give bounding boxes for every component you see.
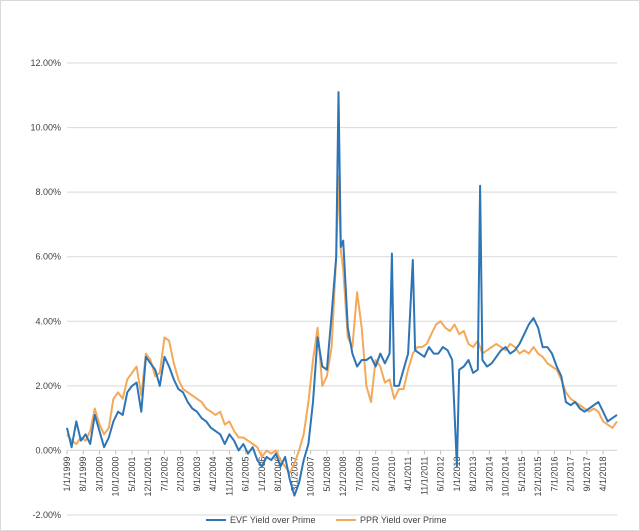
y-tick-label: 8.00% — [35, 187, 61, 197]
x-tick-label: 7/1/2016 — [549, 456, 559, 491]
y-tick-label: 0.00% — [35, 445, 61, 455]
x-tick-label: 3/1/2007 — [289, 456, 299, 491]
x-tick-label: 8/1/2013 — [468, 456, 478, 491]
x-tick-label: 10/1/2014 — [501, 456, 511, 496]
y-tick-label: 6.00% — [35, 252, 61, 262]
x-tick-label: 4/1/2004 — [208, 456, 218, 491]
y-axis-tick-labels: -2.00% 0.00% 2.00% 4.00% 6.00% 8.00% 10.00% 12.… — [30, 58, 61, 520]
series-line — [66, 175, 618, 474]
y-tick-label: 4.00% — [35, 316, 61, 326]
y-tick-label: 2.00% — [35, 381, 61, 391]
x-tick-label: 2/1/2017 — [566, 456, 576, 491]
y-tick-label: 12.00% — [30, 58, 61, 68]
x-tick-label: 5/1/2008 — [322, 456, 332, 491]
x-tick-label: 1/1/2013 — [452, 456, 462, 491]
x-tick-label: 9/1/2003 — [192, 456, 202, 491]
x-tick-label: 12/1/2008 — [338, 456, 348, 496]
x-tick-label: 9/1/2017 — [582, 456, 592, 491]
x-tick-label: 4/1/2011 — [403, 456, 413, 490]
x-tick-label: 2/1/2010 — [371, 456, 381, 491]
legend-label: EVF Yield over Prime — [230, 515, 316, 525]
gridlines — [66, 62, 617, 516]
x-tick-label: 3/1/2000 — [94, 456, 104, 491]
x-tick-label: 5/1/2001 — [127, 456, 137, 491]
x-tick-label: 1/1/1999 — [62, 456, 72, 491]
x-tick-label: 1/1/2006 — [257, 456, 267, 491]
x-tick-label: 9/1/2010 — [387, 456, 397, 491]
series-line — [66, 91, 618, 497]
x-tick-label: 2/1/2003 — [176, 456, 186, 491]
x-tick-label: 12/1/2001 — [143, 456, 153, 496]
x-tick-label: 7/1/2009 — [354, 456, 364, 491]
x-tick-label: 10/1/2000 — [111, 456, 121, 496]
x-tick-label: 6/1/2012 — [436, 456, 446, 491]
legend-label: PPR Yield over Prime — [360, 515, 447, 525]
legend: EVF Yield over Prime PPR Yield over Prime — [206, 515, 447, 525]
x-tick-label: 11/1/2004 — [224, 456, 234, 495]
x-tick-label: 3/1/2014 — [484, 456, 494, 491]
x-tick-label: 12/1/2015 — [533, 456, 543, 496]
series-lines — [66, 91, 618, 497]
x-tick-label: 8/1/2006 — [273, 456, 283, 491]
x-tick-label: 6/1/2005 — [241, 456, 251, 491]
x-tick-label: 5/1/2015 — [517, 456, 527, 491]
x-tick-label: 7/1/2002 — [159, 456, 169, 491]
y-tick-label: -2.00% — [32, 510, 61, 520]
x-axis-tick-labels: 1/1/1999 8/1/1999 3/1/2000 10/1/2000 5/1/200… — [62, 456, 608, 496]
x-tick-label: 8/1/1999 — [78, 456, 88, 491]
x-tick-label: 4/1/2018 — [598, 456, 608, 491]
y-tick-label: 10.00% — [30, 123, 61, 133]
x-tick-label: 10/1/2007 — [306, 456, 316, 496]
x-tick-label: 11/1/2011 — [419, 456, 429, 495]
